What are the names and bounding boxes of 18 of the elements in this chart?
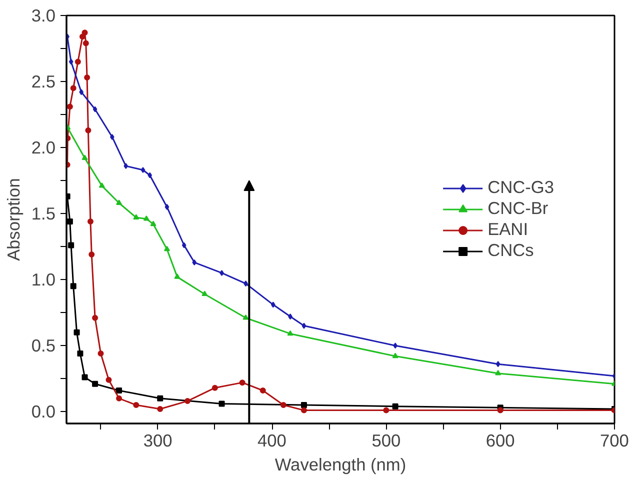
text: 0.0 <box>31 402 56 422</box>
x-tick-label: 600 <box>486 430 515 450</box>
y-tick-label: 1.5 <box>31 204 56 224</box>
y-axis-title: Absorption <box>3 178 24 261</box>
x-tick-label: 700 <box>600 430 629 450</box>
y-tick-label: 2.0 <box>31 138 56 158</box>
y-tick-label: 3.0 <box>31 6 56 26</box>
x-tick-label: 400 <box>258 430 286 450</box>
legend-label: EANI <box>488 219 528 240</box>
x-axis-title: Wavelength (nm) <box>274 454 406 474</box>
y-tick-label: 0.5 <box>31 336 56 356</box>
x-tick-label: 300 <box>143 430 172 450</box>
legend-label: CNC-Br <box>488 198 548 219</box>
y-tick-label: 2.5 <box>31 72 56 92</box>
legend-label: CNCs <box>488 240 534 261</box>
legend-label: CNC-G3 <box>488 177 554 198</box>
y-tick-label: 1.0 <box>31 270 56 290</box>
x-tick-label: 500 <box>372 430 401 450</box>
